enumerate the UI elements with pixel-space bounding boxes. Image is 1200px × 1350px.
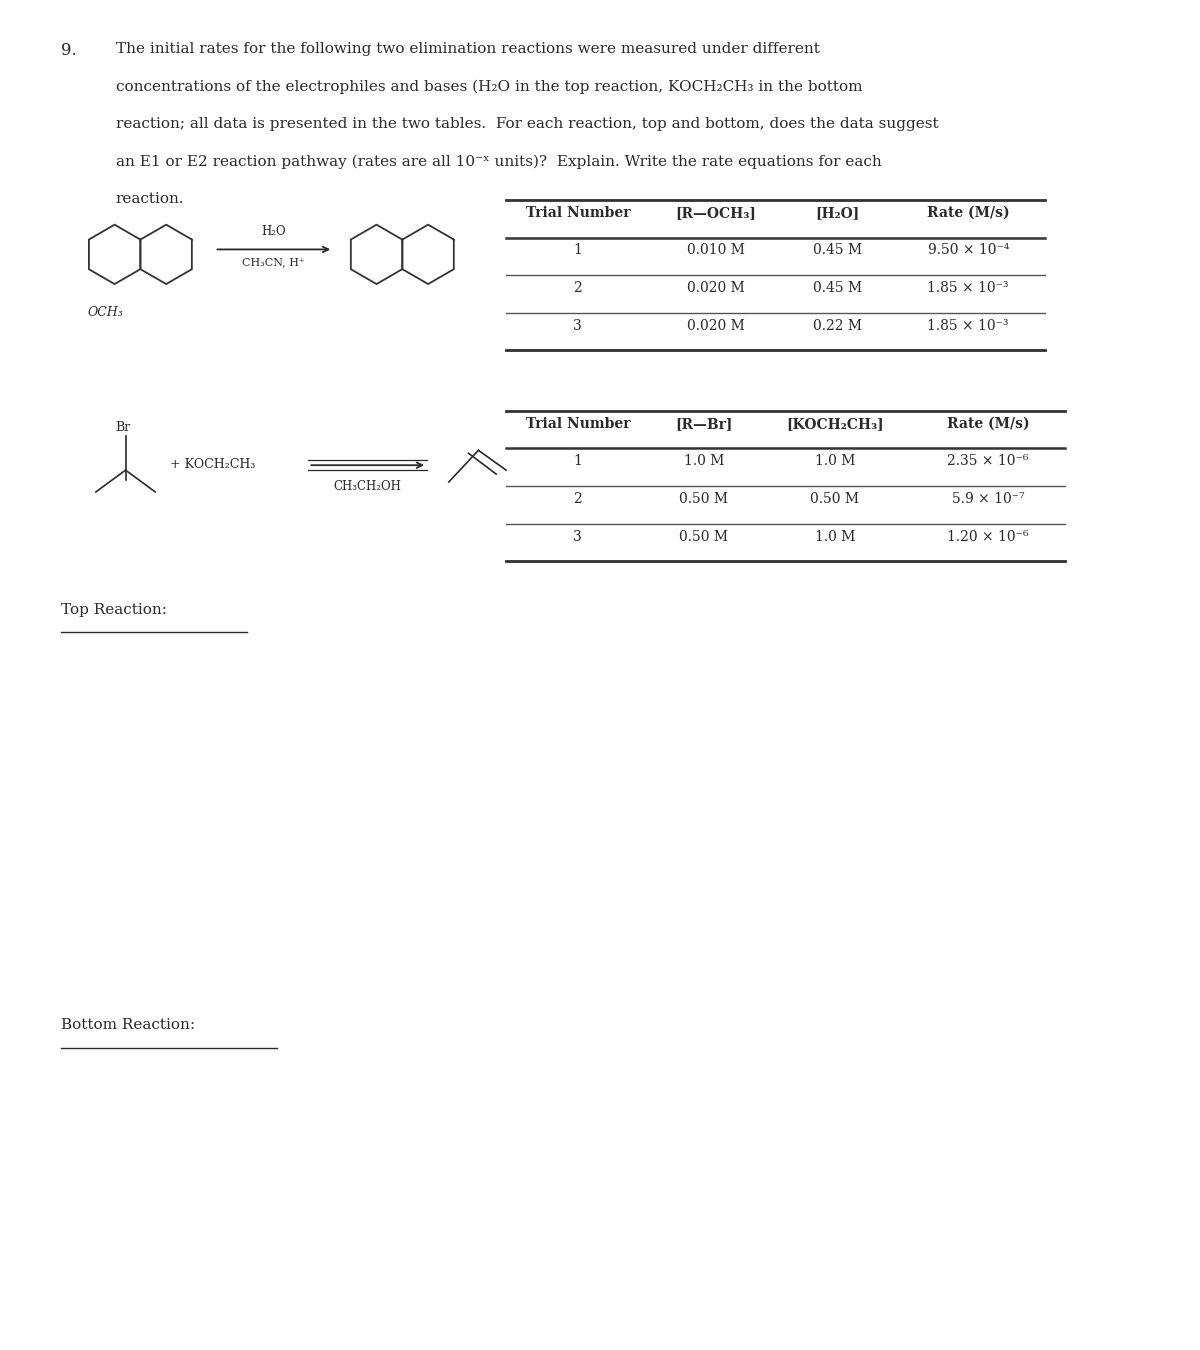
Text: 0.45 M: 0.45 M (812, 243, 862, 258)
Text: Bottom Reaction:: Bottom Reaction: (61, 1018, 196, 1033)
Text: 0.50 M: 0.50 M (679, 491, 728, 506)
Text: 1.0 M: 1.0 M (684, 455, 724, 468)
Text: [H₂O]: [H₂O] (815, 207, 859, 220)
Text: [R—Br]: [R—Br] (676, 417, 732, 431)
Text: 2: 2 (574, 281, 582, 296)
Text: Trial Number: Trial Number (526, 207, 630, 220)
Text: CH₃CH₂OH: CH₃CH₂OH (334, 481, 402, 493)
Text: 3: 3 (574, 529, 582, 544)
Text: 2: 2 (574, 491, 582, 506)
Text: 1.0 M: 1.0 M (815, 529, 854, 544)
Text: [KOCH₂CH₃]: [KOCH₂CH₃] (786, 417, 883, 431)
Text: 9.50 × 10⁻⁴: 9.50 × 10⁻⁴ (928, 243, 1009, 258)
Text: 0.50 M: 0.50 M (679, 529, 728, 544)
Text: 5.9 × 10⁻⁷: 5.9 × 10⁻⁷ (952, 491, 1025, 506)
Text: 9.: 9. (61, 42, 77, 58)
Text: 1.85 × 10⁻³: 1.85 × 10⁻³ (928, 281, 1009, 296)
Text: 2.35 × 10⁻⁶: 2.35 × 10⁻⁶ (947, 455, 1028, 468)
Text: 0.22 M: 0.22 M (812, 319, 862, 332)
Text: 0.020 M: 0.020 M (688, 319, 745, 332)
Text: 1.0 M: 1.0 M (815, 455, 854, 468)
Text: 0.45 M: 0.45 M (812, 281, 862, 296)
Text: OCH₃: OCH₃ (88, 306, 124, 319)
Text: [R—OCH₃]: [R—OCH₃] (676, 207, 756, 220)
Text: reaction; all data is presented in the two tables.  For each reaction, top and b: reaction; all data is presented in the t… (115, 117, 938, 131)
Text: 3: 3 (574, 319, 582, 332)
Text: Rate (M/s): Rate (M/s) (947, 417, 1030, 431)
Text: + KOCH₂CH₃: + KOCH₂CH₃ (170, 458, 256, 471)
Text: The initial rates for the following two elimination reactions were measured unde: The initial rates for the following two … (115, 42, 820, 55)
Text: an E1 or E2 reaction pathway (rates are all 10⁻ˣ units)?  Explain. Write the rat: an E1 or E2 reaction pathway (rates are … (115, 154, 882, 169)
Text: 0.50 M: 0.50 M (810, 491, 859, 506)
Text: 0.010 M: 0.010 M (688, 243, 745, 258)
Text: Top Reaction:: Top Reaction: (61, 602, 167, 617)
Text: Br: Br (115, 421, 131, 435)
Text: 1.20 × 10⁻⁶: 1.20 × 10⁻⁶ (947, 529, 1028, 544)
Text: 0.020 M: 0.020 M (688, 281, 745, 296)
Text: 1.85 × 10⁻³: 1.85 × 10⁻³ (928, 319, 1009, 332)
Text: 1: 1 (574, 455, 582, 468)
Text: Rate (M/s): Rate (M/s) (926, 207, 1009, 220)
Text: reaction.: reaction. (115, 192, 185, 207)
Text: H₂O: H₂O (262, 224, 286, 238)
Text: 1: 1 (574, 243, 582, 258)
Text: concentrations of the electrophiles and bases (H₂O in the top reaction, KOCH₂CH₃: concentrations of the electrophiles and … (115, 80, 862, 93)
Text: Trial Number: Trial Number (526, 417, 630, 431)
Text: CH₃CN, H⁺: CH₃CN, H⁺ (242, 258, 305, 267)
